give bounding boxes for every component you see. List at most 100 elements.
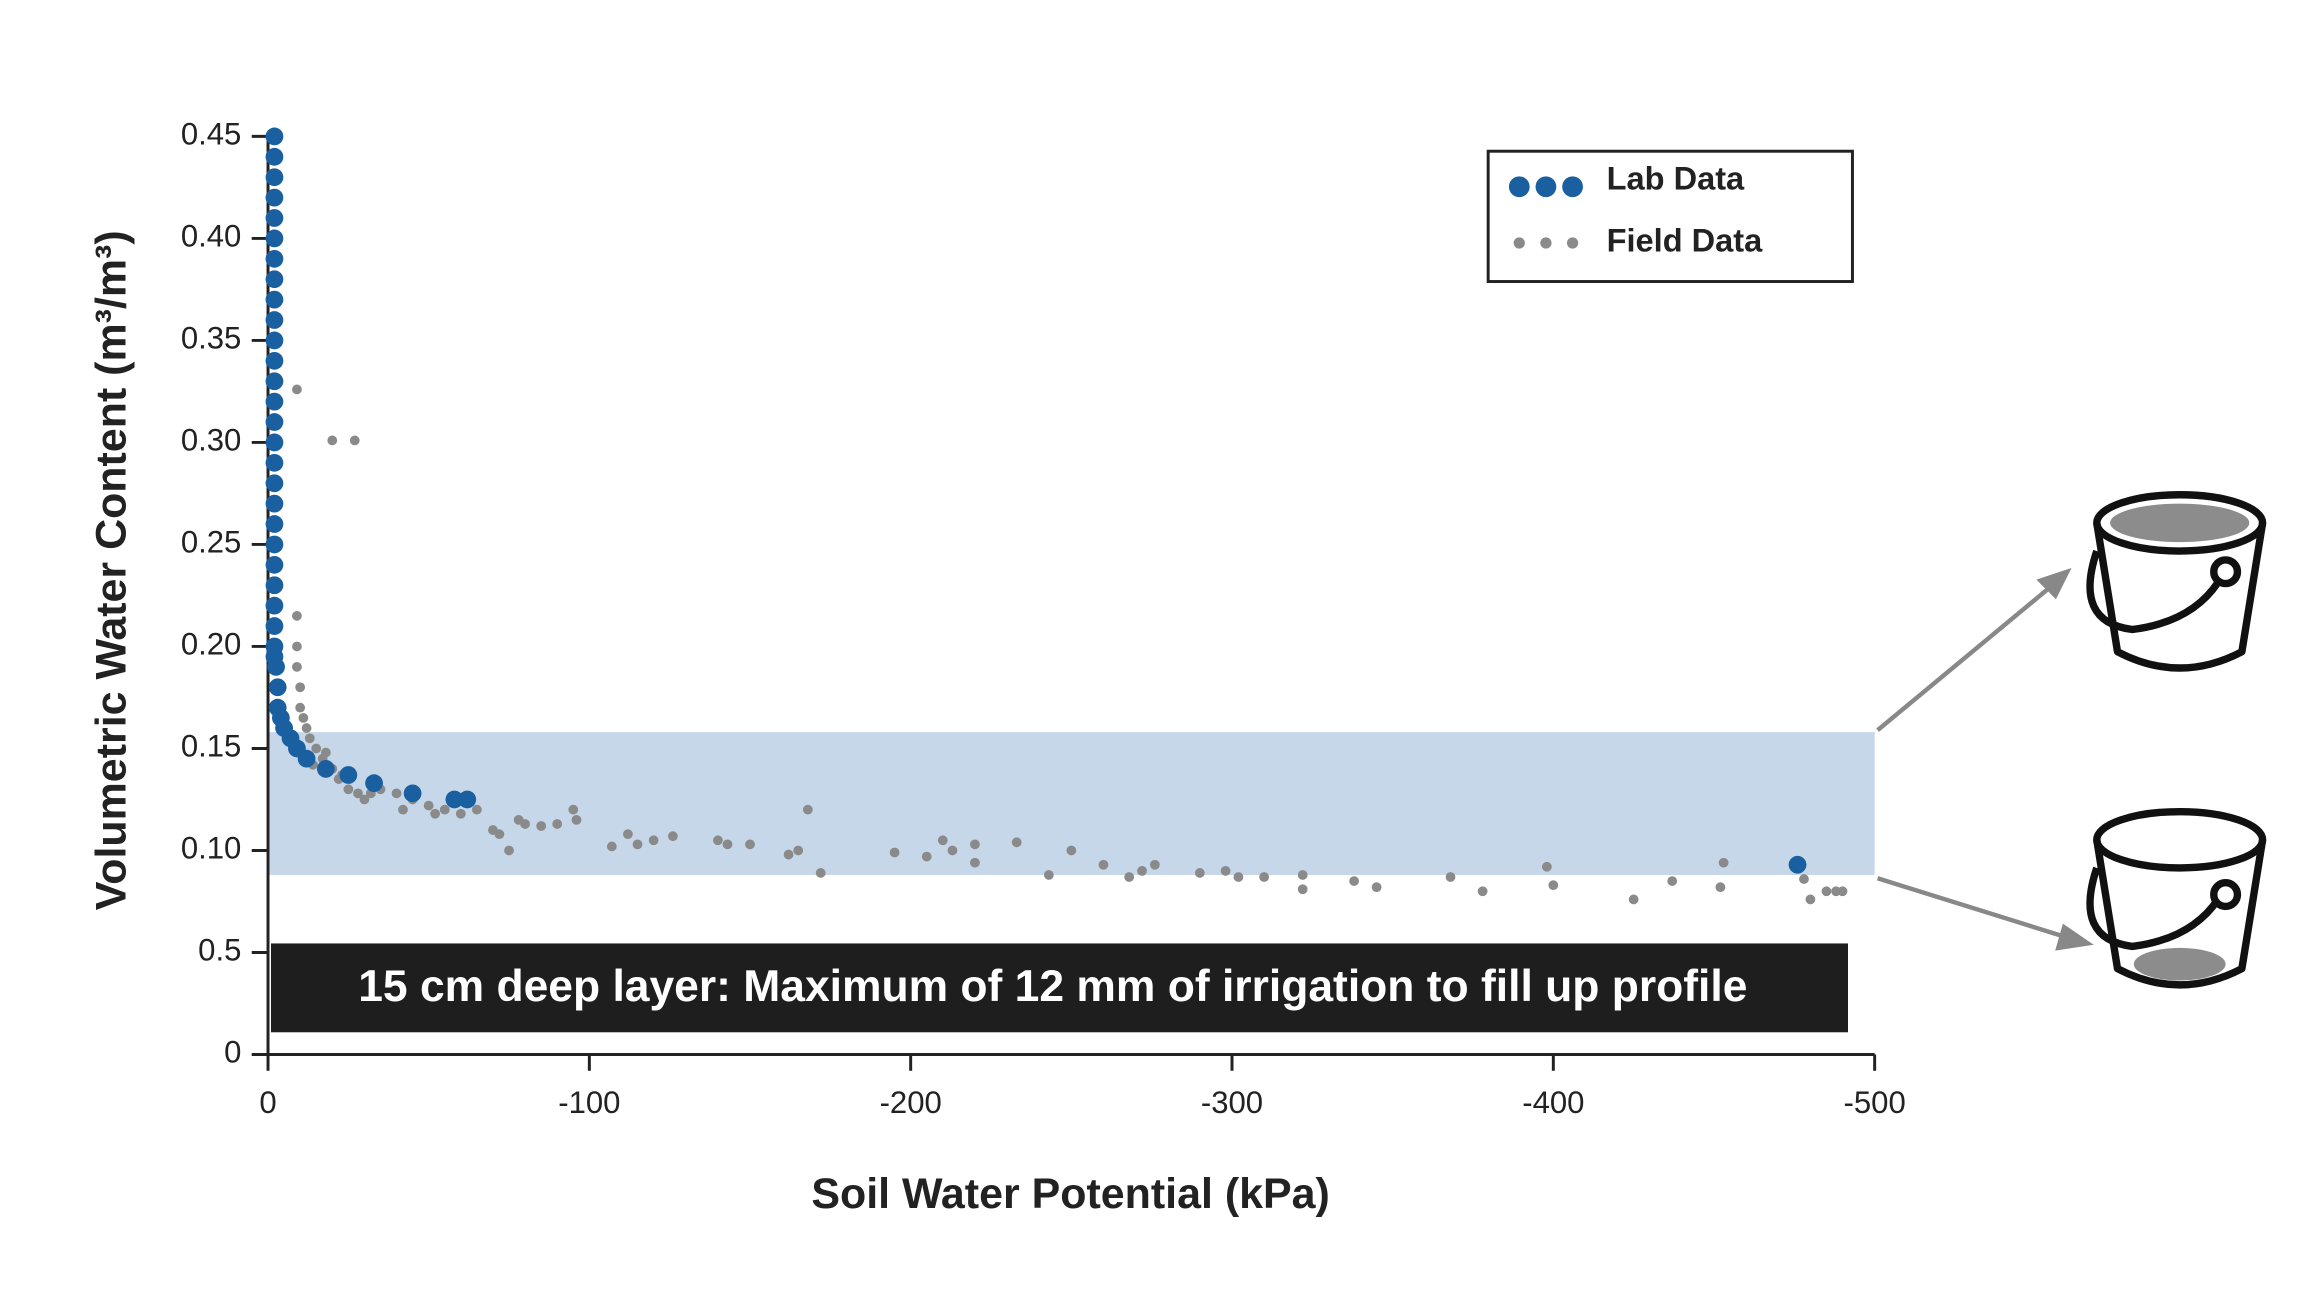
legend-marker xyxy=(1540,237,1552,249)
lab-point xyxy=(458,790,477,809)
y-tick-label: 0.40 xyxy=(181,219,242,254)
field-point xyxy=(889,847,900,858)
lab-point xyxy=(339,766,358,784)
field-point xyxy=(1718,857,1729,868)
field-point xyxy=(423,800,434,811)
field-point xyxy=(1628,894,1639,905)
lab-point xyxy=(265,127,284,146)
field-point xyxy=(632,839,643,850)
field-point xyxy=(1011,837,1022,848)
lab-point xyxy=(265,515,284,533)
field-point xyxy=(430,808,440,819)
legend-marker xyxy=(1566,237,1579,249)
legend-marker xyxy=(1508,176,1530,198)
lab-point xyxy=(265,474,284,493)
y-tick-label: 0.20 xyxy=(181,627,242,662)
field-point xyxy=(1371,882,1382,893)
field-point xyxy=(504,845,514,856)
x-tick-label: -300 xyxy=(1201,1085,1263,1120)
field-point xyxy=(391,788,402,799)
legend-marker xyxy=(1513,237,1525,249)
field-point xyxy=(568,804,579,815)
lab-point xyxy=(316,759,335,778)
field-point xyxy=(606,841,617,852)
field-point xyxy=(398,804,408,815)
bucket-full xyxy=(2086,491,2267,672)
field-point xyxy=(455,808,466,819)
lab-point xyxy=(265,147,284,166)
field-point xyxy=(1149,859,1160,870)
field-point xyxy=(1349,876,1359,886)
field-point xyxy=(970,857,980,868)
lab-point xyxy=(265,229,284,248)
lab-point xyxy=(267,657,285,676)
field-point xyxy=(623,829,633,840)
arrows xyxy=(1876,567,2094,951)
lab-point xyxy=(265,168,284,187)
lab-point xyxy=(265,617,284,635)
lab-point xyxy=(265,576,284,595)
field-point xyxy=(571,814,582,825)
legend-marker xyxy=(1535,176,1557,198)
field-point xyxy=(311,743,322,754)
lab-point xyxy=(268,678,287,697)
field-point xyxy=(921,851,932,862)
lab-point xyxy=(265,372,284,391)
field-point xyxy=(815,868,826,878)
y-tick-label: 0.15 xyxy=(181,729,242,764)
lab-point xyxy=(265,331,284,350)
field-point xyxy=(1098,859,1109,870)
legend-box xyxy=(1486,149,1854,284)
field-point xyxy=(712,835,723,846)
x-tick-label: 0 xyxy=(259,1085,276,1120)
field-point xyxy=(1542,861,1552,872)
field-point xyxy=(1821,886,1832,897)
field-point xyxy=(536,821,547,831)
y-tick-label: 0.45 xyxy=(181,117,242,152)
lab-point xyxy=(265,555,284,574)
field-point xyxy=(292,661,302,672)
y-tick-label: 0.30 xyxy=(181,423,242,458)
lab-point xyxy=(265,392,284,411)
field-point xyxy=(494,829,505,840)
lab-point xyxy=(265,188,284,207)
field-point xyxy=(1233,872,1244,882)
lab-point xyxy=(265,290,284,309)
field-point xyxy=(1477,886,1488,897)
lab-point xyxy=(297,749,316,768)
x-tick-label: -200 xyxy=(880,1085,942,1120)
field-point xyxy=(1831,886,1841,897)
field-point xyxy=(298,712,309,723)
legend-marker xyxy=(1562,176,1583,198)
field-point xyxy=(1297,870,1308,880)
field-point xyxy=(1667,876,1678,886)
bucket-empty xyxy=(2086,807,2267,989)
field-point xyxy=(552,819,563,829)
field-point xyxy=(1220,865,1231,876)
lab-point xyxy=(265,596,284,615)
x-axis-title: Soil Water Potential (kPa) xyxy=(811,1170,1330,1218)
x-tick-label: -100 xyxy=(558,1085,620,1120)
x-tick-label: -500 xyxy=(1844,1085,1906,1120)
field-point xyxy=(783,849,794,860)
lab-point xyxy=(403,784,422,803)
field-point xyxy=(295,682,306,693)
field-point xyxy=(648,835,659,846)
field-point xyxy=(802,804,813,815)
field-point xyxy=(343,784,354,795)
field-point xyxy=(1124,872,1135,882)
lab-point xyxy=(445,790,464,809)
field-point xyxy=(292,610,302,621)
field-point xyxy=(1043,870,1054,880)
field-point xyxy=(520,819,530,829)
lab-point xyxy=(265,351,284,370)
y-tick-label: 0.10 xyxy=(181,831,242,866)
field-point xyxy=(793,845,804,856)
field-point xyxy=(439,804,450,815)
y-tick-label: 0 xyxy=(224,1035,241,1070)
x-tick-label: -400 xyxy=(1522,1085,1584,1120)
field-point xyxy=(1799,874,1809,884)
field-point xyxy=(1805,894,1816,905)
